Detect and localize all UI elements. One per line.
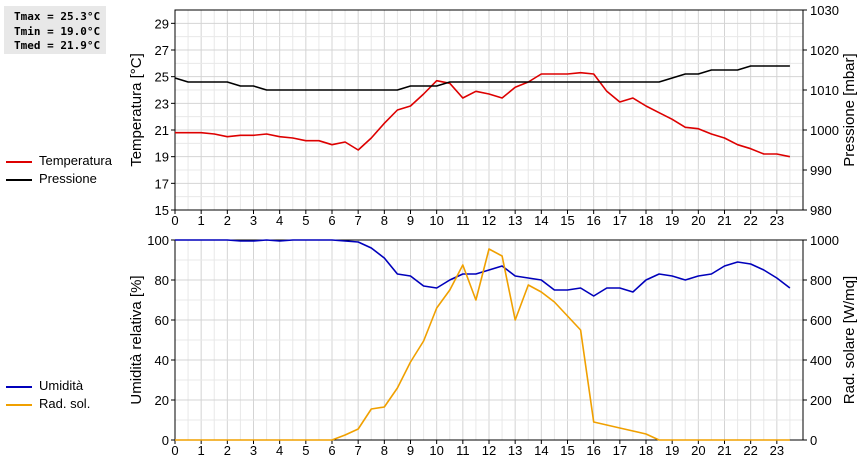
x-tick-label: 21 xyxy=(717,443,731,458)
x-tick-label: 13 xyxy=(508,443,522,458)
x-tick-label: 10 xyxy=(429,213,443,228)
x-tick-label: 15 xyxy=(560,213,574,228)
y-tick-label-left: 100 xyxy=(147,233,169,248)
x-tick-label: 16 xyxy=(586,443,600,458)
x-tick-label: 18 xyxy=(639,213,653,228)
x-tick-label: 21 xyxy=(717,213,731,228)
y-tick-label-left: 27 xyxy=(155,43,169,58)
x-tick-label: 10 xyxy=(429,443,443,458)
y-tick-label-left: 19 xyxy=(155,150,169,165)
x-tick-label: 9 xyxy=(407,213,414,228)
y-tick-label-left: 15 xyxy=(155,203,169,218)
y-tick-label-left: 23 xyxy=(155,96,169,111)
tmed-label: Tmed = 21.9°C xyxy=(14,39,101,52)
y-tick-label-left: 40 xyxy=(155,353,169,368)
tmax-label: Tmax = 25.3°C xyxy=(14,10,101,23)
rad-sol-series-line xyxy=(175,248,790,441)
y-tick-label-right: 980 xyxy=(810,203,832,218)
y-tick-label-right: 1000 xyxy=(810,123,839,138)
temperatura-swatch xyxy=(6,161,32,163)
stats-box: Tmax = 25.3°C Tmin = 19.0°C Tmed = 21.9°… xyxy=(4,6,106,54)
x-tick-label: 19 xyxy=(665,213,679,228)
y-tick-label-right: 1020 xyxy=(810,43,839,58)
x-tick-label: 2 xyxy=(224,213,231,228)
y-tick-label-left: 21 xyxy=(155,123,169,138)
y-tick-label-left: 20 xyxy=(155,393,169,408)
y-tick-label-right: 1000 xyxy=(810,233,839,248)
x-tick-label: 4 xyxy=(276,443,283,458)
pressione-series-line xyxy=(174,65,790,91)
x-tick-label: 11 xyxy=(456,213,470,228)
x-tick-label: 17 xyxy=(613,213,627,228)
x-tick-label: 20 xyxy=(691,213,705,228)
x-tick-label: 7 xyxy=(355,443,362,458)
x-tick-label: 7 xyxy=(355,213,362,228)
x-tick-label: 15 xyxy=(560,443,574,458)
x-tick-label: 16 xyxy=(586,213,600,228)
x-tick-label: 5 xyxy=(302,213,309,228)
y-tick-label-right: 400 xyxy=(810,353,832,368)
legend-label-umidita: Umidità xyxy=(39,378,84,393)
x-tick-label: 4 xyxy=(276,213,283,228)
y-tick-label-right: 600 xyxy=(810,313,832,328)
temperatura-series-line xyxy=(175,71,791,158)
x-tick-label: 3 xyxy=(250,443,257,458)
legend-label-pressione: Pressione xyxy=(39,171,97,186)
y-tick-label-left: 25 xyxy=(155,70,169,85)
x-tick-label: 11 xyxy=(456,443,470,458)
radsol-swatch xyxy=(6,404,32,406)
y-tick-label-right: 990 xyxy=(810,163,832,178)
x-tick-label: 1 xyxy=(198,443,205,458)
y-tick-label-right: 1030 xyxy=(810,3,839,18)
x-tick-label: 6 xyxy=(328,213,335,228)
y-axis-title-right: Pressione [mbar] xyxy=(841,53,858,166)
x-tick-label: 1 xyxy=(198,213,205,228)
x-tick-label: 20 xyxy=(691,443,705,458)
x-tick-label: 2 xyxy=(224,443,231,458)
x-tick-label: 12 xyxy=(482,443,496,458)
x-tick-label: 23 xyxy=(770,213,784,228)
y-tick-label-right: 200 xyxy=(810,393,832,408)
x-tick-label: 12 xyxy=(482,213,496,228)
pressione-swatch xyxy=(6,179,32,181)
y-axis-title-right: Rad. solare [W/mq] xyxy=(841,276,858,404)
y-tick-label-left: 17 xyxy=(155,176,169,191)
x-tick-label: 3 xyxy=(250,213,257,228)
y-axis-title-left: Temperatura [°C] xyxy=(128,53,145,167)
x-tick-label: 22 xyxy=(743,213,757,228)
y-axis-title-left: Umidità relativa [%] xyxy=(128,275,145,404)
y-tick-label-left: 29 xyxy=(155,16,169,31)
y-tick-label-left: 60 xyxy=(155,313,169,328)
x-tick-label: 23 xyxy=(770,443,784,458)
x-tick-label: 19 xyxy=(665,443,679,458)
x-tick-label: 18 xyxy=(639,443,653,458)
x-tick-label: 8 xyxy=(381,443,388,458)
x-tick-label: 0 xyxy=(171,213,178,228)
umidit-series-line xyxy=(175,239,791,297)
x-tick-label: 13 xyxy=(508,213,522,228)
x-tick-label: 9 xyxy=(407,443,414,458)
legend-label-temperatura: Temperatura xyxy=(39,153,112,168)
x-tick-label: 14 xyxy=(534,213,548,228)
x-tick-label: 22 xyxy=(743,443,757,458)
x-tick-label: 0 xyxy=(171,443,178,458)
tmin-label: Tmin = 19.0°C xyxy=(14,25,101,38)
y-tick-label-left: 80 xyxy=(155,273,169,288)
y-tick-label-right: 800 xyxy=(810,273,832,288)
y-tick-label-left: 0 xyxy=(162,433,169,448)
x-tick-label: 8 xyxy=(381,213,388,228)
x-tick-label: 14 xyxy=(534,443,548,458)
y-tick-label-right: 0 xyxy=(810,433,817,448)
umidita-swatch xyxy=(6,386,32,388)
x-tick-label: 5 xyxy=(302,443,309,458)
legend-label-radsol: Rad. sol. xyxy=(39,396,91,411)
x-tick-label: 6 xyxy=(328,443,335,458)
y-tick-label-right: 1010 xyxy=(810,83,839,98)
x-tick-label: 17 xyxy=(613,443,627,458)
